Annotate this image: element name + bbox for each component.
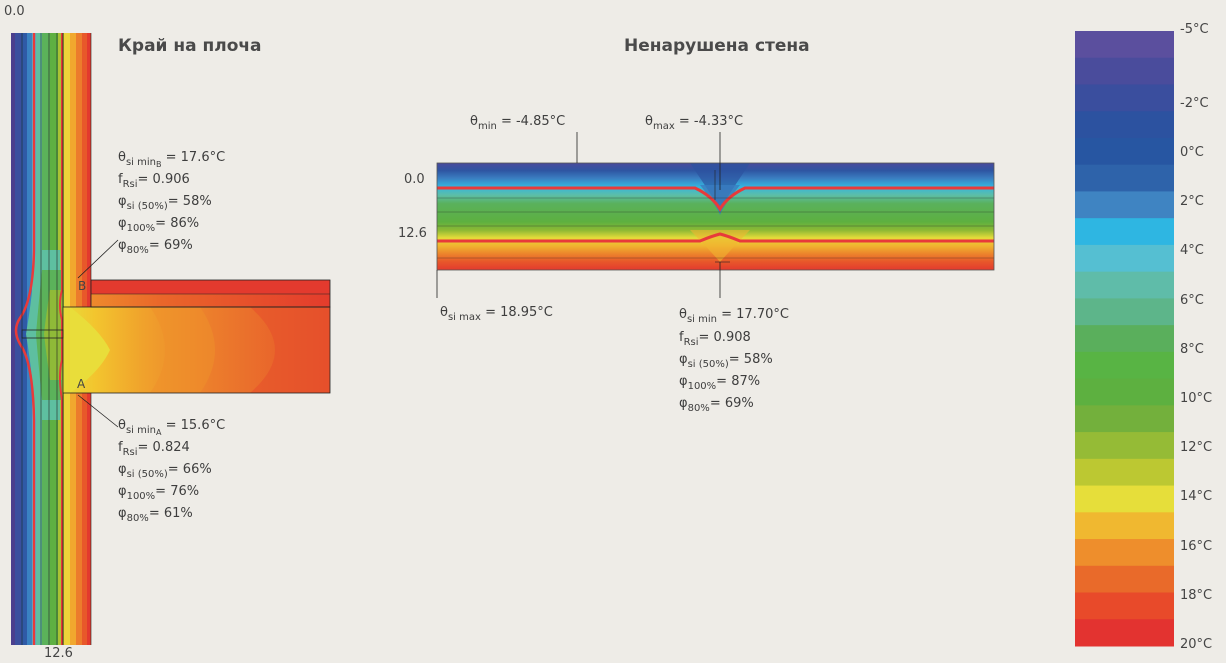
- legend-color-band: [1075, 485, 1174, 513]
- legend-tick-label: -5°C: [1180, 22, 1209, 37]
- legend-tick-label: 12°C: [1180, 440, 1213, 456]
- wall-point-phi-si: φsi (50%)= 58%: [679, 352, 773, 370]
- legend-color-band: [1075, 432, 1174, 460]
- wall-point-frsi: fRsi= 0.908: [679, 330, 751, 348]
- legend-color-band: [1075, 539, 1174, 567]
- wall-theta-max: θmax = -4.33°C: [645, 114, 744, 132]
- legend-color-band: [1075, 512, 1174, 540]
- undisturbed-wall-title: Ненарушена стена: [624, 36, 810, 56]
- legend-color-band: [1075, 351, 1174, 380]
- point-a-phi100: φ100%= 76%: [118, 484, 200, 502]
- legend-tick-label: 14°C: [1180, 489, 1213, 505]
- legend-color-band: [1075, 57, 1174, 85]
- legend-tick-label: 16°C: [1180, 538, 1213, 554]
- legend-color-band: [1075, 565, 1174, 594]
- legend-tick-label: -2°C: [1180, 95, 1209, 111]
- legend-color-band: [1075, 218, 1174, 246]
- legend-color-band: [1075, 164, 1174, 192]
- legend-tick-label: 2°C: [1180, 194, 1204, 210]
- legend-tick-label: 18°C: [1180, 587, 1213, 603]
- wall-theta-si-max: θsi max = 18.95°C: [440, 305, 553, 323]
- wall-point-theta: θsi min = 17.70°C: [679, 307, 789, 325]
- point-a-frsi: fRsi= 0.824: [118, 440, 190, 458]
- wall-axis-top-label: 0.0: [404, 172, 425, 187]
- slab-edge-detail: [11, 33, 331, 645]
- legend-tick-label: 10°C: [1180, 391, 1213, 406]
- legend-tick-label: 20°C: [1180, 637, 1213, 652]
- legend-tick-label: 6°C: [1180, 292, 1204, 308]
- point-a-phi-si: φsi (50%)= 66%: [118, 462, 212, 480]
- wall-axis-bottom-label: 12.6: [398, 226, 427, 241]
- legend-color-band: [1075, 271, 1174, 299]
- legend-color-band: [1075, 325, 1174, 353]
- point-b-phi100: φ100%= 86%: [118, 216, 200, 234]
- wall-point-phi80: φ80%= 69%: [679, 396, 754, 414]
- point-b-phi-si: φsi (50%)= 58%: [118, 194, 212, 212]
- legend-color-band: [1075, 298, 1174, 326]
- marker-b-label: B: [78, 279, 87, 293]
- point-a-theta: θsi minA = 15.6°C: [118, 418, 226, 437]
- point-b-phi80: φ80%= 69%: [118, 238, 193, 256]
- point-b-theta: θsi minB = 17.6°C: [118, 150, 226, 169]
- wall-point-phi100: φ100%= 87%: [679, 374, 761, 392]
- slab-axis-bottom-label: 12.6: [44, 646, 73, 661]
- point-b-frsi: fRsi= 0.906: [118, 172, 190, 190]
- marker-a-label: A: [77, 377, 86, 391]
- legend-color-band: [1075, 137, 1174, 166]
- legend-color-band: [1075, 405, 1174, 433]
- wall-section: [436, 132, 995, 298]
- point-a-phi80: φ80%= 61%: [118, 506, 193, 524]
- legend-color-band: [1075, 31, 1174, 59]
- legend-color-band: [1075, 458, 1174, 487]
- slab-axis-top-label: 0.0: [4, 4, 25, 19]
- legend-tick-label: 0°C: [1180, 145, 1204, 160]
- legend-color-band: [1075, 378, 1174, 406]
- legend-tick-label: 4°C: [1180, 243, 1204, 259]
- legend-color-band: [1075, 592, 1174, 620]
- legend-color-band: [1075, 244, 1174, 273]
- temperature-legend-bar: [1075, 31, 1174, 647]
- legend-color-band: [1075, 111, 1174, 139]
- legend-color-band: [1075, 191, 1174, 219]
- wall-theta-min: θmin = -4.85°C: [470, 114, 566, 132]
- legend-tick-label: 8°C: [1180, 341, 1204, 357]
- slab-edge-title: Край на плоча: [118, 36, 262, 56]
- legend-color-band: [1075, 84, 1174, 112]
- legend-color-band: [1075, 619, 1174, 647]
